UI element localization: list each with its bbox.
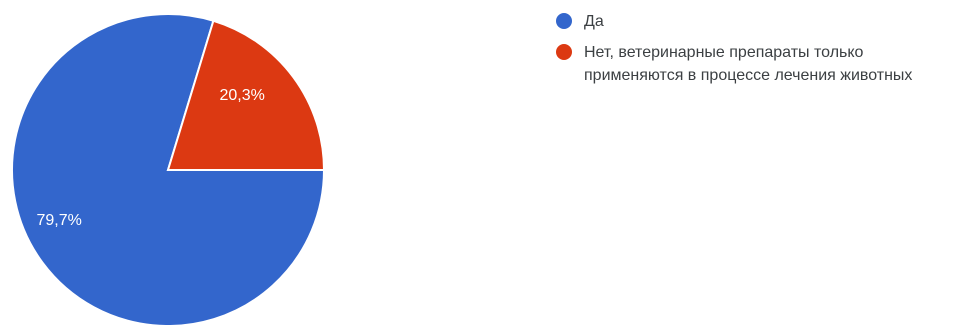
legend-swatch-yes: [556, 13, 572, 29]
pie-label-yes: 79,7%: [37, 212, 82, 229]
legend-label-no: Нет, ветеринарные препараты только приме…: [584, 44, 913, 84]
pie-label-no: 20,3%: [220, 87, 265, 104]
legend-swatch-no: [556, 44, 572, 60]
pie-chart: 79,7% 20,3%: [11, 13, 326, 327]
legend-label-yes: Да: [584, 13, 604, 30]
legend-item-no[interactable]: Нет, ветеринарные препараты только приме…: [556, 41, 946, 87]
legend-item-yes[interactable]: Да: [556, 10, 946, 33]
pie-chart-svg: 79,7% 20,3%: [11, 13, 326, 327]
pie-slice-no[interactable]: [166, 19, 326, 171]
chart-legend: Да Нет, ветеринарные препараты только пр…: [556, 10, 946, 95]
